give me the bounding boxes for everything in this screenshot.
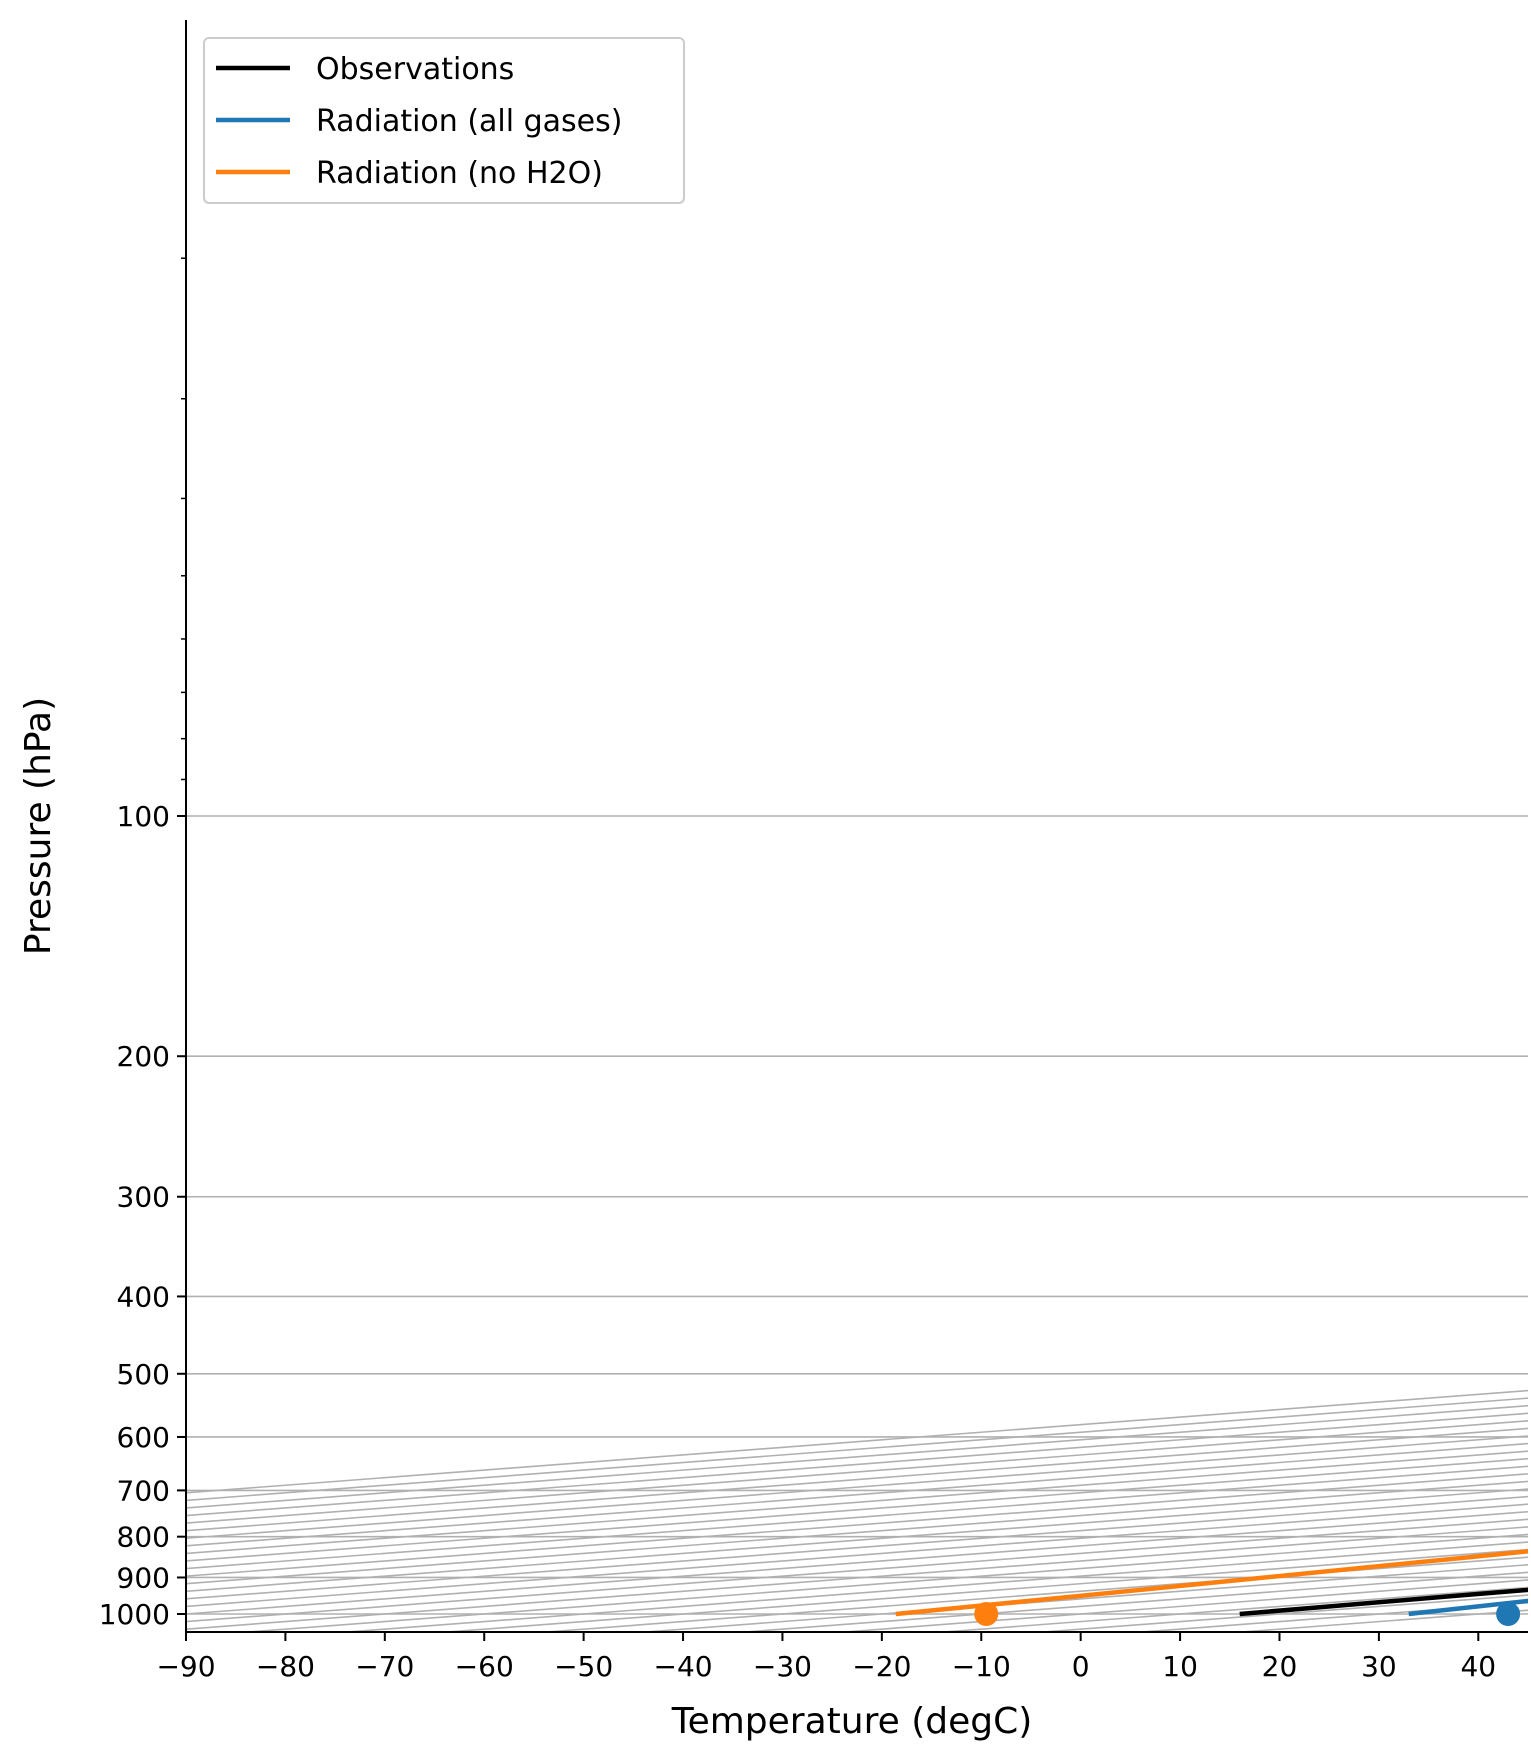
isotherm-line [1142,1601,1528,1632]
y-axis-title: Pressure (hPa) [18,697,59,955]
surface-markers [974,1602,1521,1626]
isotherm-line [186,1435,1528,1540]
x-tick-label: −30 [753,1650,812,1683]
isotherm-line [1241,1609,1528,1632]
y-tick-label: 1000 [99,1598,170,1631]
isotherm-line [186,1518,1528,1623]
isotherm-line [186,1442,1528,1547]
y-tick-label: 200 [117,1040,170,1073]
y-tick-label: 700 [117,1474,170,1507]
isotherm-line [186,1495,1528,1600]
isotherm-line [844,1579,1528,1632]
x-tick-label: 0 [1072,1650,1090,1683]
x-tick-label: −50 [554,1650,613,1683]
y-tick-label: 800 [117,1521,170,1554]
x-tick-label: 10 [1162,1650,1198,1683]
x-tick-label: 20 [1262,1650,1298,1683]
isotherm-line [186,1473,1528,1577]
isotherm-line [186,1488,1528,1593]
isotherm-line [186,1510,1528,1615]
y-tick-label: 400 [117,1280,170,1313]
data-series [895,1549,1528,1617]
isotherm-line [186,1412,1528,1517]
y-tick-label: 500 [117,1358,170,1391]
isotherm-line [645,1563,1528,1632]
isotherm-line [347,1541,1528,1632]
isotherm-line [186,1450,1528,1555]
isotherm-line [186,1427,1528,1532]
isotherm-line [446,1548,1528,1632]
legend-label: Radiation (no H2O) [316,156,603,191]
x-tick-label: −80 [256,1650,315,1683]
isotherm-line [186,1397,1528,1502]
x-tick-label: −70 [355,1650,414,1683]
surface-marker [1496,1602,1521,1626]
isotherm-line [186,1389,1528,1494]
axes [185,20,1528,1633]
isotherm-line [247,1533,1528,1632]
isotherm-line [186,1420,1528,1524]
y-tick-label: 100 [117,800,170,833]
isotherm-line [186,1503,1528,1608]
isotherm-line [943,1586,1528,1632]
isotherm-line [744,1571,1528,1632]
isotherm-line [186,1457,1528,1562]
x-tick-label: −40 [653,1650,712,1683]
isotherm-line [186,1526,1528,1630]
x-tick-label: −90 [156,1650,215,1683]
y-tick-label: 600 [117,1421,170,1454]
legend-label: Observations [316,52,514,87]
series-line-radiation-no-h2o [895,1549,1528,1617]
x-axis-title: Temperature (degC) [671,1701,1033,1742]
legend-frame [203,37,685,204]
y-tick-label: 300 [117,1181,170,1214]
isotherm-line [546,1556,1528,1632]
x-tick-label: 30 [1361,1650,1397,1683]
grid-lines [186,815,1528,1632]
isotherm-line [186,1480,1528,1585]
series-line-observations [1239,1587,1528,1617]
isotherm-line [186,1404,1528,1509]
isotherm-line [1043,1594,1528,1632]
x-tick-label: −20 [852,1650,911,1683]
y-tick-label: 900 [117,1561,170,1594]
x-tick-label: −10 [952,1650,1011,1683]
legend-label: Radiation (all gases) [316,104,622,139]
x-tick-label: −60 [455,1650,514,1683]
ticks: −90 −80 −70 −60 −50 −40 −30 −20 −10 0 10 20 30 40 100 2… [99,257,1496,1683]
isotherm-line [186,1465,1528,1570]
x-tick-label: 40 [1460,1650,1496,1683]
legend: Observations Radiation (all gases) Radiati… [203,37,685,204]
surface-marker [974,1602,999,1626]
